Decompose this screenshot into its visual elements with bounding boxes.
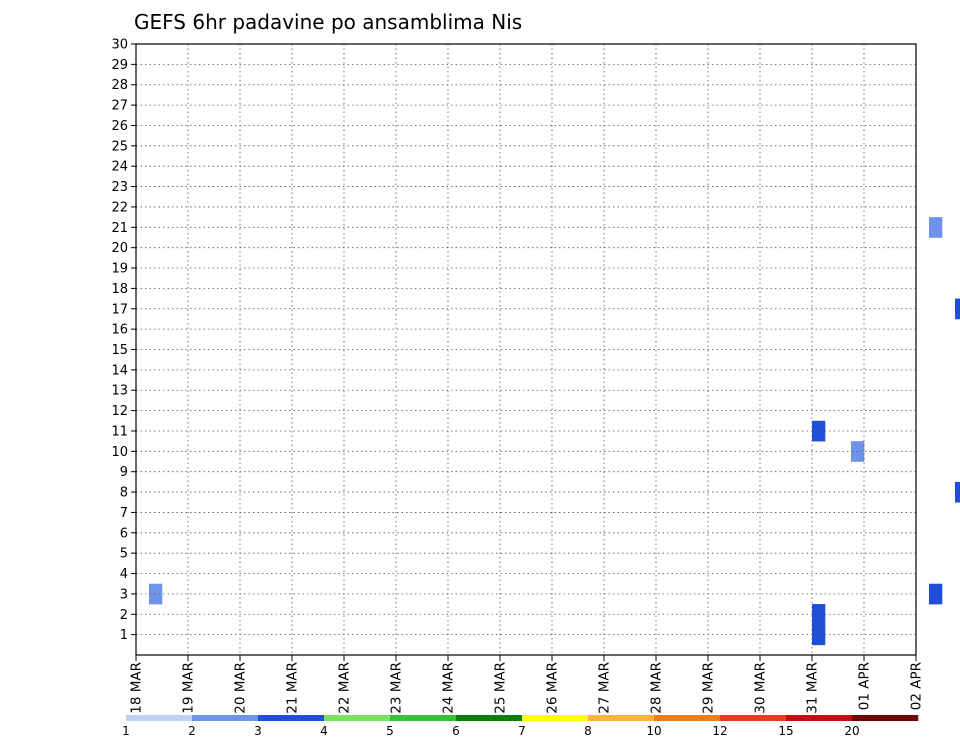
x-tick-label: 27 MAR bbox=[597, 662, 613, 714]
legend-swatch bbox=[192, 715, 259, 721]
legend-swatch bbox=[522, 715, 589, 721]
y-tick-label: 30 bbox=[111, 38, 128, 53]
heatmap-cell bbox=[955, 298, 960, 320]
y-tick-label: 19 bbox=[111, 262, 128, 277]
legend-label: 6 bbox=[452, 724, 460, 738]
heatmap-cell bbox=[929, 583, 943, 605]
y-tick-label: 25 bbox=[111, 139, 128, 154]
x-tick-label: 21 MAR bbox=[285, 662, 301, 714]
legend-swatch bbox=[588, 715, 655, 721]
y-tick-label: 8 bbox=[120, 486, 128, 501]
legend-label: 3 bbox=[254, 724, 262, 738]
legend-swatch bbox=[654, 715, 721, 721]
x-tick-label: 23 MAR bbox=[389, 662, 405, 714]
x-tick-label: 29 MAR bbox=[701, 662, 717, 714]
legend-label: 10 bbox=[646, 724, 661, 738]
legend-label: 2 bbox=[188, 724, 196, 738]
y-tick-label: 1 bbox=[120, 628, 128, 643]
y-tick-label: 9 bbox=[120, 465, 128, 480]
heatmap-cell bbox=[149, 583, 163, 605]
legend-swatch bbox=[786, 715, 853, 721]
legend-label: 1 bbox=[122, 724, 130, 738]
x-tick-label: 20 MAR bbox=[233, 662, 249, 714]
y-axis: 1234567891011121314151617181920212223242… bbox=[111, 38, 136, 643]
heatmap-cell bbox=[851, 441, 865, 462]
y-tick-label: 3 bbox=[120, 587, 128, 602]
heatmap-cell bbox=[955, 481, 960, 503]
y-tick-label: 23 bbox=[111, 180, 128, 195]
legend-label: 15 bbox=[778, 724, 793, 738]
legend-label: 7 bbox=[518, 724, 526, 738]
y-tick-label: 12 bbox=[111, 404, 128, 419]
x-tick-label: 01 APR bbox=[857, 662, 873, 710]
x-tick-label: 28 MAR bbox=[649, 662, 665, 714]
x-tick-label: 18 MAR bbox=[129, 662, 145, 714]
color-legend: 1 2 3 4 5 6 7 8 10 12 15 20 bbox=[122, 715, 919, 738]
y-tick-label: 27 bbox=[111, 99, 128, 114]
x-tick-label: 02 APR bbox=[909, 662, 925, 710]
y-tick-label: 16 bbox=[111, 323, 128, 338]
x-tick-label: 19 MAR bbox=[181, 662, 197, 714]
legend-swatch bbox=[390, 715, 457, 721]
y-tick-label: 14 bbox=[111, 363, 128, 378]
cells-layer bbox=[149, 217, 960, 646]
heatmap-cell bbox=[812, 624, 826, 646]
y-tick-label: 21 bbox=[111, 221, 128, 236]
legend-label: 12 bbox=[712, 724, 727, 738]
y-tick-label: 29 bbox=[111, 58, 128, 73]
y-tick-label: 24 bbox=[111, 160, 128, 175]
y-tick-label: 26 bbox=[111, 119, 128, 134]
heatmap-cell bbox=[812, 604, 826, 625]
legend-swatch bbox=[258, 715, 325, 721]
y-tick-label: 18 bbox=[111, 282, 128, 297]
legend-label: 8 bbox=[584, 724, 592, 738]
heatmap-cell bbox=[812, 420, 826, 442]
x-tick-label: 26 MAR bbox=[545, 662, 561, 714]
legend-swatch bbox=[456, 715, 523, 721]
legend-swatch bbox=[126, 715, 193, 721]
y-tick-label: 2 bbox=[120, 608, 128, 623]
legend-label: 20 bbox=[844, 724, 859, 738]
y-tick-label: 17 bbox=[111, 302, 128, 317]
y-tick-label: 4 bbox=[120, 567, 128, 582]
legend-swatch bbox=[720, 715, 787, 721]
y-tick-label: 15 bbox=[111, 343, 128, 358]
heatmap-cell bbox=[929, 217, 943, 238]
y-tick-label: 22 bbox=[111, 200, 128, 215]
x-tick-label: 24 MAR bbox=[441, 662, 457, 714]
legend-label: 5 bbox=[386, 724, 394, 738]
y-tick-label: 5 bbox=[120, 547, 128, 562]
y-tick-label: 20 bbox=[111, 241, 128, 256]
legend-label: 4 bbox=[320, 724, 328, 738]
y-tick-label: 10 bbox=[111, 445, 128, 460]
x-tick-label: 25 MAR bbox=[493, 662, 509, 714]
legend-swatch bbox=[852, 715, 919, 721]
x-tick-label: 22 MAR bbox=[337, 662, 353, 714]
y-tick-label: 7 bbox=[120, 506, 128, 521]
legend-swatch bbox=[324, 715, 391, 721]
x-tick-label: 31 MAR bbox=[805, 662, 821, 714]
chart-title: GEFS 6hr padavine po ansamblima Nis bbox=[134, 10, 522, 34]
y-tick-label: 28 bbox=[111, 78, 128, 93]
x-axis: 18 MAR 19 MAR 20 MAR 21 MAR 22 MAR 23 MAR 24 M… bbox=[129, 655, 925, 714]
y-tick-label: 6 bbox=[120, 526, 128, 541]
grid-layer bbox=[136, 44, 916, 655]
x-tick-label: 30 MAR bbox=[753, 662, 769, 714]
y-tick-label: 11 bbox=[111, 424, 128, 439]
y-tick-label: 13 bbox=[111, 384, 128, 399]
